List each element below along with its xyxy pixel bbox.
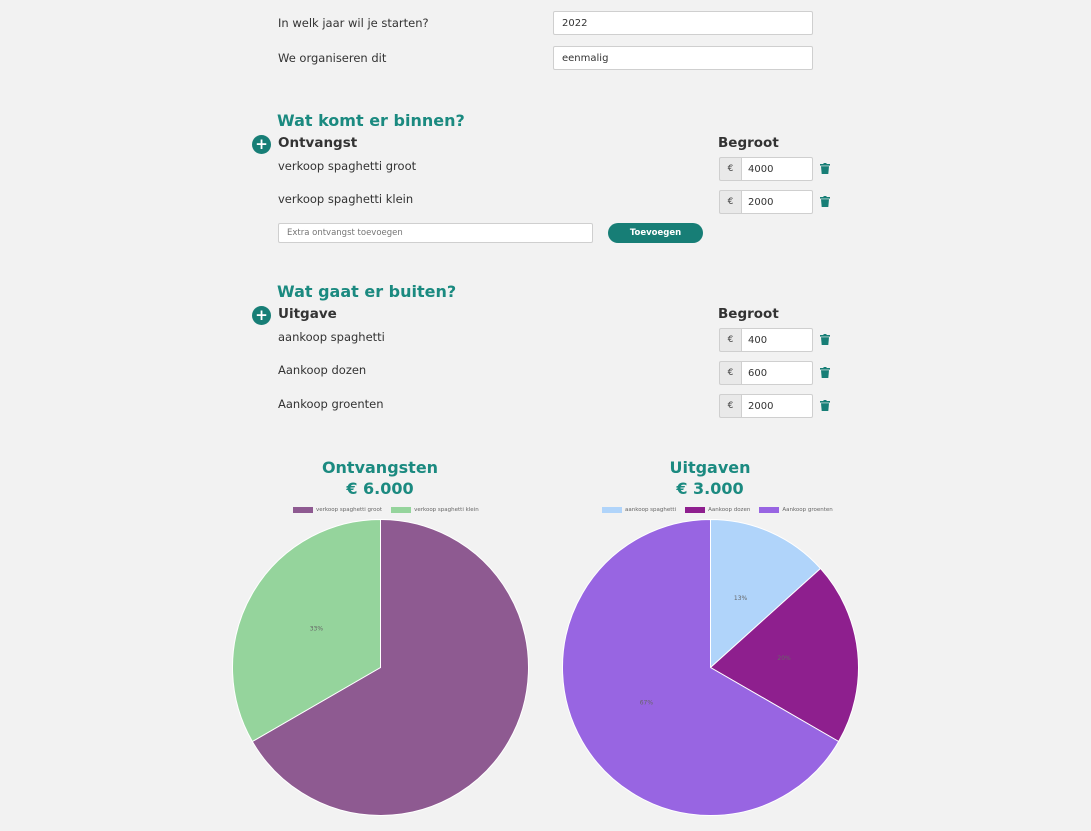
trash-icon[interactable] bbox=[820, 400, 830, 411]
euro-prefix: € bbox=[719, 328, 741, 352]
expense-pie-chart: 13% 20% 67% bbox=[562, 518, 859, 816]
pie-slice bbox=[251, 518, 529, 816]
pie-slice-label: 67% bbox=[640, 700, 654, 707]
pie-slice-label: 20% bbox=[777, 655, 791, 662]
income-amount-input[interactable]: 2000 bbox=[741, 190, 813, 214]
pie-slice bbox=[232, 518, 381, 743]
expense-section-title: Wat gaat er buiten? bbox=[277, 282, 457, 301]
legend-label: Aankoop dozen bbox=[708, 507, 751, 513]
expense-item-amount[interactable]: € 2000 bbox=[719, 394, 813, 418]
euro-prefix: € bbox=[719, 394, 741, 418]
legend-label: aankoop spaghetti bbox=[625, 507, 677, 513]
legend-item: verkoop spaghetti groot bbox=[293, 507, 382, 513]
expense-column-label: Uitgave bbox=[278, 306, 337, 322]
add-expense-plus-icon[interactable]: + bbox=[252, 306, 271, 325]
organize-label: We organiseren dit bbox=[278, 51, 387, 65]
legend-label: Aankoop groenten bbox=[782, 507, 833, 513]
euro-prefix: € bbox=[719, 190, 741, 214]
expense-item-name: Aankoop groenten bbox=[278, 397, 384, 411]
add-income-plus-icon[interactable]: + bbox=[252, 135, 271, 154]
legend-item: verkoop spaghetti klein bbox=[391, 507, 479, 513]
income-item-name: verkoop spaghetti groot bbox=[278, 159, 417, 173]
expense-item-name: aankoop spaghetti bbox=[278, 330, 385, 344]
start-year-label: In welk jaar wil je starten? bbox=[278, 16, 429, 30]
legend-item: Aankoop groenten bbox=[759, 507, 833, 513]
start-year-input[interactable]: 2022 bbox=[553, 11, 813, 35]
legend-item: Aankoop dozen bbox=[685, 507, 750, 513]
income-section-title: Wat komt er binnen? bbox=[277, 111, 465, 130]
trash-icon[interactable] bbox=[820, 367, 830, 378]
income-budget-label: Begroot bbox=[718, 135, 779, 151]
expense-amount-input[interactable]: 400 bbox=[741, 328, 813, 352]
income-chart-title-text: Ontvangsten bbox=[321, 458, 439, 477]
pie-slice-label: 13% bbox=[734, 595, 748, 602]
legend-swatch bbox=[391, 507, 412, 513]
pie-slice bbox=[710, 518, 822, 669]
expense-amount-input[interactable]: 600 bbox=[741, 361, 813, 385]
legend-swatch bbox=[759, 507, 780, 513]
organize-select[interactable]: eenmalig bbox=[553, 46, 813, 70]
legend-swatch bbox=[685, 507, 706, 513]
income-chart-legend: verkoop spaghetti groot verkoop spaghett… bbox=[293, 507, 484, 513]
income-item-name: verkoop spaghetti klein bbox=[278, 192, 414, 206]
income-item-amount[interactable]: € 4000 bbox=[719, 157, 813, 181]
income-amount-input[interactable]: 4000 bbox=[741, 157, 813, 181]
income-chart-total: € 6.000 bbox=[346, 479, 414, 498]
legend-label: verkoop spaghetti klein bbox=[414, 507, 479, 513]
pie-slice bbox=[562, 518, 840, 816]
expense-chart-legend: aankoop spaghetti Aankoop dozen Aankoop … bbox=[602, 507, 838, 513]
expense-chart-total: € 3.000 bbox=[676, 479, 744, 498]
trash-icon[interactable] bbox=[820, 334, 830, 345]
income-item-amount[interactable]: € 2000 bbox=[719, 190, 813, 214]
pie-slice bbox=[709, 567, 859, 743]
expense-chart-title-text: Uitgaven bbox=[669, 458, 751, 477]
legend-swatch bbox=[602, 507, 622, 513]
expense-amount-input[interactable]: 2000 bbox=[741, 394, 813, 418]
income-column-label: Ontvangst bbox=[278, 135, 358, 151]
trash-icon[interactable] bbox=[820, 163, 830, 174]
trash-icon[interactable] bbox=[820, 196, 830, 207]
income-pie-chart: 33% bbox=[232, 518, 529, 816]
extra-income-input[interactable] bbox=[278, 223, 593, 243]
add-income-button[interactable]: Toevoegen bbox=[608, 223, 703, 243]
pie-slice-label: 33% bbox=[310, 626, 324, 633]
euro-prefix: € bbox=[719, 361, 741, 385]
expense-item-amount[interactable]: € 600 bbox=[719, 361, 813, 385]
expense-chart-title: Uitgaven € 3.000 bbox=[610, 457, 810, 499]
legend-label: verkoop spaghetti groot bbox=[316, 507, 383, 513]
expense-budget-label: Begroot bbox=[718, 306, 779, 322]
expense-item-name: Aankoop dozen bbox=[278, 363, 367, 377]
legend-swatch bbox=[293, 507, 313, 513]
expense-item-amount[interactable]: € 400 bbox=[719, 328, 813, 352]
legend-item: aankoop spaghetti bbox=[602, 507, 676, 513]
euro-prefix: € bbox=[719, 157, 741, 181]
income-chart-title: Ontvangsten € 6.000 bbox=[280, 457, 480, 499]
